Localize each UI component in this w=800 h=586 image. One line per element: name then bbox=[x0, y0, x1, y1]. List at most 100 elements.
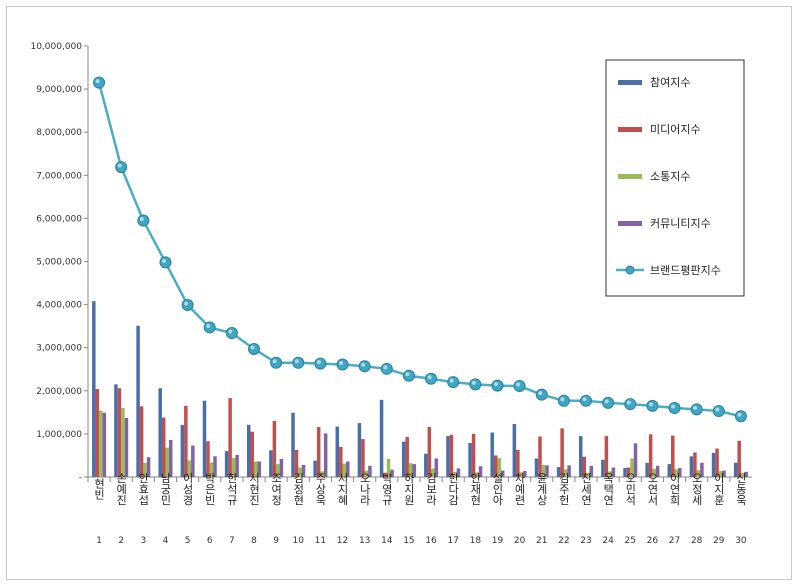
y-tick-label: 1,000,000 bbox=[36, 430, 82, 440]
x-category-label: 현빈 bbox=[93, 478, 106, 500]
brand-index-point bbox=[358, 360, 371, 373]
point-highlight bbox=[538, 391, 543, 396]
bar-2 bbox=[626, 467, 631, 477]
bar-4 bbox=[545, 465, 549, 477]
bar-4 bbox=[700, 462, 704, 477]
y-tick-label: 7,000,000 bbox=[36, 171, 82, 181]
bar-2 bbox=[161, 417, 166, 477]
x-rank-label: 4 bbox=[163, 536, 169, 546]
y-tick-label: 5,000,000 bbox=[36, 258, 82, 268]
legend-label: 소통지수 bbox=[650, 170, 690, 183]
bar-1 bbox=[424, 453, 428, 477]
x-rank-label: 10 bbox=[293, 536, 305, 546]
x-rank-label: 15 bbox=[403, 536, 414, 546]
x-category-label: 오나라 bbox=[358, 473, 371, 506]
point-highlight bbox=[715, 407, 720, 412]
x-category-label: 박영규 bbox=[380, 472, 393, 505]
x-rank-label: 13 bbox=[359, 536, 370, 546]
bar-2 bbox=[272, 420, 277, 477]
bar-4 bbox=[390, 469, 394, 477]
bar-1 bbox=[114, 384, 118, 477]
brand-index-point bbox=[270, 356, 283, 369]
bar-1 bbox=[733, 462, 738, 477]
brand-index-point bbox=[115, 161, 128, 174]
brand-index-point bbox=[181, 299, 194, 312]
x-rank-label: 25 bbox=[625, 536, 636, 546]
bar-2 bbox=[339, 446, 343, 477]
bar-4 bbox=[655, 465, 660, 477]
bar-1 bbox=[711, 452, 716, 477]
bar-1 bbox=[401, 441, 406, 477]
x-rank-label: 5 bbox=[185, 536, 191, 546]
x-category-label: 이연희 bbox=[668, 472, 681, 505]
bar-3 bbox=[519, 472, 524, 477]
bar-4 bbox=[567, 465, 571, 477]
x-category-label: 안재현 bbox=[469, 472, 482, 505]
bar-2 bbox=[294, 449, 299, 477]
x-category-label: 옥택연 bbox=[602, 472, 615, 505]
bar-3 bbox=[408, 463, 413, 477]
brand-index-point bbox=[402, 369, 415, 382]
point-highlight bbox=[139, 217, 144, 222]
bar-3 bbox=[276, 464, 280, 477]
x-rank-label: 19 bbox=[492, 536, 504, 546]
bar-1 bbox=[158, 388, 162, 477]
brand-index-point bbox=[491, 379, 504, 392]
bar-4 bbox=[523, 470, 527, 477]
bar-3 bbox=[187, 460, 192, 477]
bar-1 bbox=[180, 424, 185, 477]
point-highlight bbox=[604, 399, 609, 404]
point-highlight bbox=[405, 372, 410, 377]
x-category-label: 신동욱 bbox=[734, 472, 747, 505]
brand-index-point bbox=[580, 394, 592, 407]
point-highlight bbox=[250, 345, 255, 350]
bar-2 bbox=[471, 433, 476, 477]
bar-3 bbox=[652, 468, 656, 477]
point-highlight bbox=[294, 359, 299, 364]
x-rank-label: 16 bbox=[425, 536, 437, 546]
x-rank-label: 20 bbox=[514, 536, 526, 546]
bar-2 bbox=[560, 428, 564, 477]
bar-4 bbox=[257, 461, 261, 477]
point-highlight bbox=[516, 382, 521, 387]
bar-4 bbox=[456, 468, 461, 477]
bar-3 bbox=[99, 410, 103, 477]
x-rank-label: 1 bbox=[96, 536, 102, 546]
bar-1 bbox=[224, 451, 229, 477]
bar-4 bbox=[146, 457, 151, 477]
bar-4 bbox=[744, 471, 748, 477]
bar-2 bbox=[493, 455, 498, 477]
x-rank-label: 28 bbox=[691, 536, 703, 546]
bar-2 bbox=[449, 434, 454, 477]
brand-index-point bbox=[624, 398, 637, 411]
brand-index-point bbox=[380, 362, 393, 375]
bar-2 bbox=[737, 440, 741, 477]
brand-index-point bbox=[602, 396, 615, 409]
y-tick-label: 3,000,000 bbox=[36, 344, 82, 354]
bar-3 bbox=[608, 471, 612, 477]
x-rank-label: 8 bbox=[251, 536, 257, 546]
bar-3 bbox=[165, 447, 169, 477]
bar-2 bbox=[117, 388, 122, 477]
point-highlight bbox=[184, 301, 189, 306]
bar-3 bbox=[740, 472, 745, 477]
x-rank-label: 12 bbox=[337, 536, 348, 546]
x-rank-label: 14 bbox=[381, 536, 393, 546]
bar-1 bbox=[269, 450, 273, 477]
bar-1 bbox=[601, 459, 605, 477]
legend-swatch bbox=[618, 80, 642, 85]
bar-2 bbox=[671, 435, 675, 477]
bar-2 bbox=[228, 398, 232, 477]
x-rank-label: 18 bbox=[470, 536, 482, 546]
bar-4 bbox=[191, 445, 195, 477]
brand-index-point bbox=[734, 410, 747, 423]
x-category-label: 박은빈 bbox=[203, 472, 216, 505]
bar-1 bbox=[556, 467, 561, 477]
point-highlight bbox=[206, 323, 211, 328]
x-category-label: 오민석 bbox=[624, 473, 637, 507]
bar-4 bbox=[368, 465, 372, 477]
point-highlight bbox=[582, 397, 587, 402]
bar-1 bbox=[446, 436, 450, 477]
bar-1 bbox=[490, 432, 494, 477]
